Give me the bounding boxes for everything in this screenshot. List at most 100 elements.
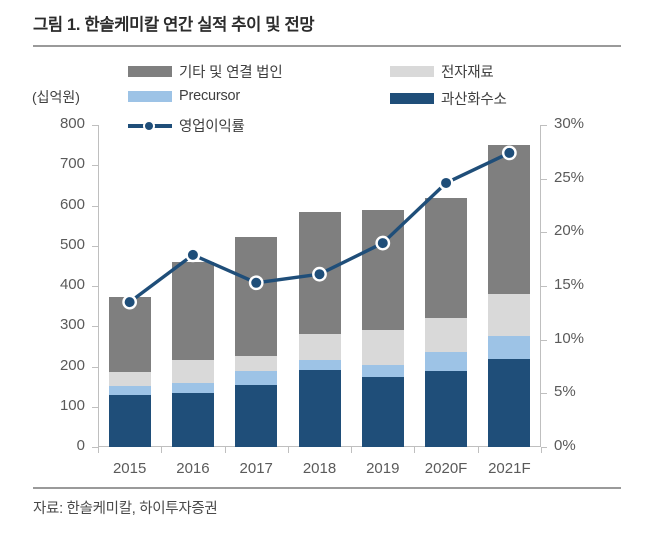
y-axis-left-tick [92,326,98,328]
y-axis-left-tick [92,366,98,368]
y-axis-left-tick-label: 700 [59,155,85,173]
y-axis-left-tick [92,205,98,207]
y-axis-left-tick [92,125,98,126]
y-axis-right-tick [541,232,547,234]
y-axis-right-tick [541,178,547,180]
y-axis-left-tick-label: 100 [59,396,85,414]
bar-segment[interactable] [171,382,214,393]
x-axis-tick-label: 2016 [176,460,210,477]
legend-item-label: 전자재료 [441,65,494,81]
y-axis-right-tick-label: 30% [554,115,585,132]
legend-item-label: 과산화수소 [441,92,507,108]
bar-segment[interactable] [235,384,278,447]
x-axis-tick [414,447,416,453]
bar-group[interactable] [361,125,404,447]
legend-item-label: Precursor [179,88,241,104]
bar-segment[interactable] [235,236,278,356]
legend-item-electronic-materials[interactable]: 전자재료 [390,61,494,82]
bar-segment[interactable] [298,333,341,360]
x-axis-tick-label: 2017 [239,460,273,477]
bar-group[interactable] [235,125,278,447]
bar-segment[interactable] [298,369,341,447]
legend-item-operating-margin[interactable]: 영업이익률 [128,115,245,136]
y-axis-left-tick-label: 300 [59,316,85,334]
legend-swatch-icon [390,66,434,77]
legend-item-label: 영업이익률 [179,119,245,135]
bar-segment[interactable] [361,209,404,331]
y-axis-right-tick [541,125,547,126]
x-axis-tick [98,447,99,453]
x-axis-tick [161,447,163,453]
bar-segment[interactable] [361,365,404,378]
y-axis-right-tick [541,286,547,287]
y-axis-left-tick [92,165,98,167]
x-axis-tick [477,447,479,453]
bar-segment[interactable] [108,385,151,396]
bar-group[interactable] [488,125,531,447]
bar-group[interactable] [298,125,341,447]
y-axis-right-tick-label: 20% [554,222,585,240]
y-axis-left-tick-label: 200 [59,356,85,374]
y-axis-right-tick-label: 10% [554,329,585,347]
legend-swatch-icon [390,93,434,104]
x-axis-tick-label: 2019 [366,460,400,477]
bar-segment[interactable] [488,294,531,337]
bar-group[interactable] [425,125,468,447]
bar-segment[interactable] [235,355,278,371]
y-axis-right-tick [541,393,547,395]
y-axis-right-tick-label: 15% [554,276,585,293]
x-axis-tick [224,447,226,453]
bar-segment[interactable] [108,296,151,372]
x-axis-tick-label: 2018 [302,460,337,477]
y-axis-left-tick-label: 800 [59,115,85,132]
y-axis-left-tick [92,447,98,448]
x-axis-tick [541,447,542,453]
source-note: 자료: 한솔케미칼, 하이투자증권 [33,501,218,517]
y-axis-right-tick-label: 0% [554,437,576,454]
legend-swatch-icon [128,66,172,77]
y-axis-right-tick [541,339,547,341]
bar-segment[interactable] [425,370,468,447]
plot-area: 0 100 200 300 400 500 600 700 800 0% 5% 10% 15% 20% 2… [60,115,584,477]
y-axis-left-tick-label: 400 [59,276,85,293]
x-axis-tick [287,447,289,453]
legend-item-precursor[interactable]: Precursor [128,88,240,104]
bar-segment[interactable] [171,392,214,447]
bar-segment[interactable] [425,318,468,353]
title-divider [33,45,621,47]
bar-segment[interactable] [298,211,341,334]
y-axis-left-tick [92,286,98,287]
legend-line-marker-icon [128,119,172,133]
y-axis-left-tick [92,406,98,408]
bar-segment[interactable] [171,261,214,360]
bar-segment[interactable] [488,359,531,447]
y-axis-right-tick [541,447,547,448]
y-axis-left-tick-label: 500 [59,235,85,253]
y-axis-right-line [540,125,541,447]
y-axis-left-line [98,125,99,447]
y-axis-unit-label: (십억원) [32,89,80,105]
legend-item-hydrogen-peroxide[interactable]: 과산화수소 [390,88,507,109]
bar-segment[interactable] [108,395,151,447]
y-axis-right-tick-label: 25% [554,168,585,186]
bar-group[interactable] [171,125,214,447]
bar-segment[interactable] [361,330,404,366]
bar-segment[interactable] [108,371,151,386]
legend-item-other-and-affiliates[interactable]: 기타 및 연결 법인 [128,61,283,82]
source-divider [33,487,621,489]
x-axis-tick-label: 2015 [112,460,147,477]
y-axis-left-tick [92,245,98,247]
bar-segment[interactable] [298,359,341,370]
bar-segment[interactable] [361,377,404,447]
bar-segment[interactable] [235,370,278,385]
y-axis-left-tick-label: 0 [76,437,85,454]
bar-segment[interactable] [488,336,531,360]
bar-segment[interactable] [425,198,468,319]
bar-segment[interactable] [425,352,468,371]
legend-item-label: 기타 및 연결 법인 [179,65,283,81]
y-axis-right-tick-label: 5% [554,383,576,401]
bar-segment[interactable] [171,359,214,383]
bar-segment[interactable] [488,145,531,295]
bar-group[interactable] [108,125,151,447]
